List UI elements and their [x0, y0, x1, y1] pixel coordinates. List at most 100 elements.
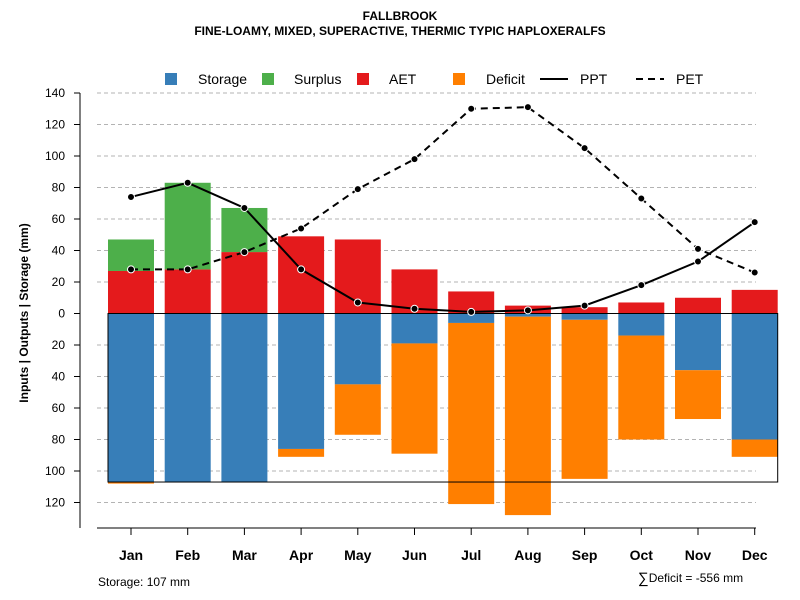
pet-point: [353, 185, 362, 194]
legend-swatch: [357, 73, 369, 85]
legend-label: Deficit: [486, 71, 525, 87]
ppt-line: [130, 181, 756, 313]
legend-label: Storage: [198, 71, 247, 87]
x-tick-label: May: [344, 547, 371, 563]
x-tick-label: Nov: [685, 547, 712, 563]
bar-aet: [164, 269, 211, 314]
ppt-point: [637, 281, 646, 290]
x-tick-label: Jan: [119, 547, 143, 563]
pet-point: [637, 194, 646, 203]
ppt-point: [694, 257, 702, 266]
bar-aet: [561, 307, 608, 314]
bar-storage: [391, 313, 438, 344]
bar-aet: [108, 270, 154, 314]
ppt-point: [127, 192, 135, 201]
storage-note: Storage: 107 mm: [98, 575, 191, 589]
ppt-point: [580, 301, 589, 310]
deficit-note: ∑Deficit = -556 mm: [638, 570, 743, 587]
legend-label: PET: [676, 71, 704, 87]
deficit-note-text: Deficit = -556 mm: [648, 571, 744, 585]
bar-deficit: [675, 370, 721, 420]
bar-deficit: [448, 322, 495, 505]
bar-aet: [618, 302, 665, 314]
pet-point: [467, 104, 476, 113]
bar-deficit: [391, 343, 438, 454]
bar-aet: [675, 297, 721, 314]
y-tick-label: 60: [52, 212, 66, 226]
bar-deficit: [618, 335, 665, 440]
y-tick-label: 80: [52, 181, 66, 195]
bar-storage: [675, 313, 721, 371]
y-tick-label: 20: [52, 338, 66, 352]
bar-storage: [618, 313, 665, 336]
bar-storage: [221, 313, 268, 483]
legend-label: PPT: [580, 71, 608, 87]
y-tick-label: 120: [45, 118, 65, 132]
series-ppt: [127, 178, 759, 316]
bar-aet: [278, 236, 325, 314]
bar-deficit: [731, 439, 778, 457]
x-tick-label: Apr: [289, 547, 314, 563]
pet-point: [297, 224, 306, 233]
ppt-point: [750, 218, 759, 227]
bar-aet: [448, 291, 495, 314]
y-tick-label: 140: [45, 86, 65, 100]
pet-point: [240, 248, 249, 257]
y-tick-label: 40: [52, 370, 66, 384]
chart-title: FALLBROOK: [362, 9, 438, 23]
bar-deficit: [561, 319, 608, 479]
legend-swatch: [262, 73, 274, 85]
x-tick-label: Feb: [175, 547, 200, 563]
legend-label: AET: [389, 71, 417, 87]
bar-storage: [448, 313, 495, 323]
bars: [108, 182, 778, 516]
y-axis-title: Inputs | Outputs | Storage (mm): [17, 223, 31, 402]
bar-storage: [334, 313, 381, 385]
chart-subtitle: FINE-LOAMY, MIXED, SUPERACTIVE, THERMIC …: [194, 24, 606, 38]
pet-point: [183, 265, 192, 274]
bar-deficit: [108, 482, 154, 484]
pet-line: [131, 106, 756, 274]
y-tick-label: 80: [52, 433, 66, 447]
bar-storage: [504, 313, 551, 317]
bar-storage: [278, 313, 325, 449]
bar-storage: [164, 313, 211, 483]
x-tick-label: Aug: [514, 547, 541, 563]
x-tick-label: Jul: [461, 547, 481, 563]
bar-deficit: [504, 316, 551, 516]
x-tick-label: Sep: [572, 547, 598, 563]
x-tick-label: Mar: [232, 547, 257, 563]
bar-deficit: [334, 384, 381, 435]
sigma-symbol: ∑: [638, 570, 649, 587]
bar-aet: [221, 252, 268, 314]
y-tick-label: 60: [52, 401, 66, 415]
legend-swatch: [453, 73, 465, 85]
bar-storage: [561, 313, 608, 320]
pet-point: [127, 265, 135, 274]
bar-surplus: [164, 182, 211, 270]
x-tick-label: Jun: [402, 547, 427, 563]
legend-label: Surplus: [294, 71, 341, 87]
legend-swatch: [165, 73, 177, 85]
pet-point: [410, 155, 419, 164]
ppt-point: [183, 178, 192, 187]
y-tick-label: 100: [45, 149, 65, 163]
y-axis: 140 120 100 80 60 40 20 0 20 40 60 80 100 120 Inputs |…: [17, 86, 81, 528]
y-tick-label: 0: [58, 307, 65, 321]
bar-storage: [108, 313, 154, 483]
series-pet: [127, 103, 759, 277]
ppt-point: [297, 265, 306, 274]
legend: Storage Surplus AET Deficit PPT PET: [165, 71, 704, 87]
ppt-point: [410, 304, 419, 313]
x-axis: Jan Feb Mar Apr May Jun Jul Aug Sep Oct Nov Dec: [97, 527, 768, 563]
x-tick-label: Dec: [742, 547, 768, 563]
pet-point: [523, 103, 532, 112]
pet-point: [694, 244, 702, 253]
storage-capacity-box: [107, 313, 779, 483]
ppt-point: [353, 298, 362, 307]
y-tick-label: 20: [52, 275, 66, 289]
ppt-point: [240, 203, 249, 212]
pet-point: [750, 268, 759, 277]
bar-aet: [731, 289, 778, 314]
